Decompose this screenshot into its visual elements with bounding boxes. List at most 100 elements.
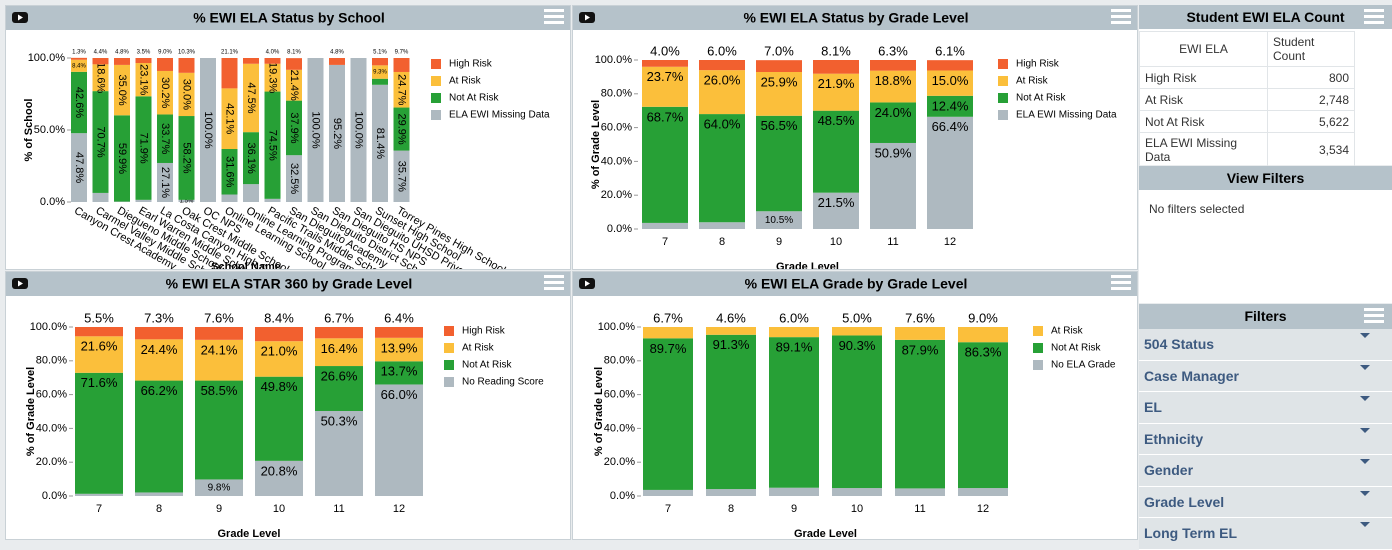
chart-title: % EWI ELA Grade by Grade Level bbox=[745, 276, 968, 292]
x-tick-label: 7 bbox=[96, 503, 102, 515]
value-label: 66.4% bbox=[932, 119, 969, 134]
value-label: 66.2% bbox=[141, 383, 178, 398]
value-label: 8.4% bbox=[72, 63, 86, 69]
value-label: 42.6% bbox=[73, 87, 85, 118]
value-label: 21.5% bbox=[818, 195, 855, 210]
chart-title: % EWI ELA STAR 360 by Grade Level bbox=[166, 276, 413, 292]
filter-item[interactable]: 504 Status bbox=[1139, 329, 1392, 361]
value-label: 7.3% bbox=[144, 310, 174, 325]
bar-segment bbox=[135, 327, 183, 339]
value-label: 9.0% bbox=[158, 50, 172, 56]
value-label: 64.0% bbox=[704, 117, 741, 132]
value-label: 89.7% bbox=[650, 341, 687, 356]
value-label: 9.3% bbox=[373, 70, 387, 76]
legend-label: At Risk bbox=[1016, 76, 1049, 87]
dropdown-caret bbox=[1360, 522, 1370, 527]
y-axis-title: % of Grade Level bbox=[590, 100, 602, 189]
x-axis-title: Grade Level bbox=[776, 261, 839, 270]
x-tick-label: 11 bbox=[333, 503, 344, 515]
filter-item[interactable]: Long Term EL bbox=[1139, 518, 1392, 550]
value-label: 19.3% bbox=[267, 62, 279, 93]
chart: % EWI ELA Status by School0.0%50.0%100.0… bbox=[6, 6, 571, 270]
value-label: 37.9% bbox=[288, 112, 300, 143]
filter-item[interactable]: Ethnicity bbox=[1139, 424, 1392, 456]
menu-icon[interactable] bbox=[1364, 308, 1384, 326]
filter-item[interactable]: EL bbox=[1139, 392, 1392, 424]
chart: % EWI ELA Grade by Grade Level0.0%20.0%4… bbox=[573, 272, 1138, 540]
x-tick-label: 11 bbox=[914, 503, 925, 515]
value-label: 58.2% bbox=[181, 142, 193, 173]
y-tick-label: 60.0% bbox=[36, 389, 67, 401]
bar-segment bbox=[699, 60, 745, 70]
filter-item[interactable]: Case Manager bbox=[1139, 361, 1392, 393]
value-label: 68.7% bbox=[647, 109, 684, 124]
bar-segment bbox=[643, 327, 693, 338]
value-label: 4.6% bbox=[716, 310, 746, 325]
dropdown-caret bbox=[1360, 428, 1370, 433]
panel-title: View Filters bbox=[1227, 170, 1305, 186]
value-label: 5.0% bbox=[842, 310, 872, 325]
filter-label: 504 Status bbox=[1144, 336, 1214, 352]
table-cell: 3,534 bbox=[1268, 133, 1355, 168]
value-label: 24.0% bbox=[875, 105, 912, 120]
table-cell: ELA EWI Missing Data bbox=[1140, 133, 1268, 168]
bar-segment bbox=[315, 327, 363, 338]
value-label: 6.0% bbox=[779, 310, 809, 325]
value-label: 21.4% bbox=[288, 70, 300, 101]
legend-label: Not At Risk bbox=[1016, 93, 1066, 104]
value-label: 12.4% bbox=[932, 98, 969, 113]
y-tick-label: 100.0% bbox=[598, 321, 636, 333]
menu-icon-line bbox=[1111, 287, 1131, 290]
filter-label: Grade Level bbox=[1144, 494, 1224, 510]
y-tick-label: 80.0% bbox=[601, 88, 632, 100]
x-tick-label: 10 bbox=[830, 236, 842, 248]
value-label: 10.3% bbox=[178, 50, 196, 56]
y-tick-label: 50.0% bbox=[34, 124, 65, 136]
bar-segment bbox=[927, 60, 973, 70]
legend-swatch bbox=[431, 93, 441, 103]
x-tick-label: 8 bbox=[156, 503, 162, 515]
menu-icon[interactable] bbox=[1364, 9, 1384, 27]
bar-segment bbox=[136, 200, 152, 202]
bar-segment bbox=[394, 58, 410, 72]
value-label: 9.0% bbox=[968, 310, 998, 325]
bar-segment bbox=[699, 222, 745, 229]
legend-swatch bbox=[998, 93, 1008, 103]
filter-item[interactable]: Gender bbox=[1139, 455, 1392, 487]
filter-label: Case Manager bbox=[1144, 368, 1239, 384]
bar-segment bbox=[895, 340, 945, 489]
bar-segment bbox=[265, 199, 281, 202]
x-tick-label: 7 bbox=[662, 236, 668, 248]
bar-segment bbox=[706, 335, 756, 489]
bar-segment bbox=[93, 193, 109, 202]
value-label: 23.7% bbox=[647, 69, 684, 84]
y-tick-label: 80.0% bbox=[36, 355, 67, 367]
value-label: 27.1% bbox=[159, 167, 171, 198]
legend-swatch bbox=[431, 59, 441, 69]
bar-segment bbox=[832, 327, 882, 335]
dropdown-caret bbox=[1360, 491, 1370, 496]
bar-segment bbox=[958, 342, 1008, 488]
value-label: 1.3% bbox=[72, 50, 86, 56]
filter-label: Gender bbox=[1144, 462, 1193, 478]
x-tick-label: 12 bbox=[393, 503, 405, 515]
menu-icon-line bbox=[1111, 281, 1131, 284]
value-label: 8.1% bbox=[821, 43, 851, 58]
legend-swatch bbox=[431, 110, 441, 120]
value-label: 31.6% bbox=[224, 156, 236, 187]
menu-icon-line bbox=[544, 287, 564, 290]
value-label: 16.4% bbox=[321, 341, 358, 356]
menu-icon-line bbox=[544, 281, 564, 284]
y-axis-title: % of Grade Level bbox=[25, 367, 37, 456]
value-label: 29.9% bbox=[396, 113, 408, 144]
y-tick-label: 60.0% bbox=[601, 122, 632, 134]
filter-item[interactable]: Grade Level bbox=[1139, 487, 1392, 519]
value-label: 47.5% bbox=[245, 82, 257, 113]
bar-segment bbox=[75, 327, 123, 336]
y-tick-label: 60.0% bbox=[604, 389, 635, 401]
menu-icon-line bbox=[544, 15, 564, 18]
